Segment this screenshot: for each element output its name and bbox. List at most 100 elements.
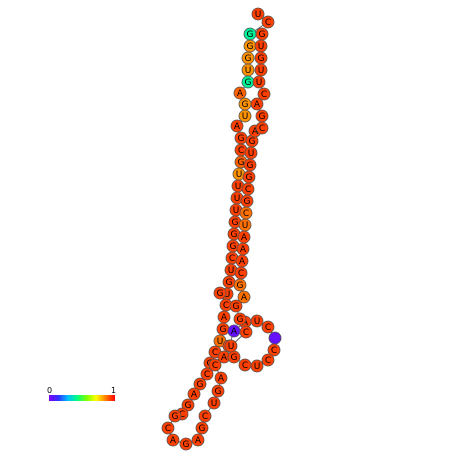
nucleotide-base-label: G xyxy=(237,315,244,325)
nucleotide-base-label: U xyxy=(228,266,235,276)
nucleotide-87: U xyxy=(254,39,268,53)
nucleotide-circle xyxy=(229,299,243,313)
nucleotide-base-label: G xyxy=(183,440,190,450)
nucleotide-circle xyxy=(211,384,225,398)
nucleotide-base-label: A xyxy=(239,257,246,267)
nucleotide-base-label: C xyxy=(229,254,235,264)
nucleotide-57: C xyxy=(261,353,275,367)
nucleotide-41: G xyxy=(179,437,193,451)
nucleotide-base-label: C xyxy=(265,356,271,366)
legend-gradient-bar xyxy=(49,395,115,401)
nucleotide-66: G xyxy=(233,278,247,292)
nucleotide-base-label: U xyxy=(211,399,218,409)
nucleotide-81: G xyxy=(255,109,269,123)
nucleotide-51: A xyxy=(227,324,241,338)
nucleotide-base-label: A xyxy=(237,89,244,99)
nucleotide-83: C xyxy=(257,87,271,101)
nucleotide-84: U xyxy=(252,75,266,89)
nucleotide-base-label: A xyxy=(221,353,228,363)
nucleotide-29: G xyxy=(216,322,230,336)
nucleotide-circle xyxy=(230,119,244,133)
nucleotide-24: G xyxy=(222,275,236,289)
nucleotide-55 xyxy=(268,331,282,345)
nucleotide-base-label: G xyxy=(245,78,252,88)
nucleotide-base-label: G xyxy=(242,100,249,110)
nucleotide-3: G xyxy=(243,27,257,41)
nucleotide-base-label: C xyxy=(212,361,218,371)
nucleotide-circle xyxy=(187,387,201,401)
nucleotide-10: U xyxy=(238,109,252,123)
nucleotide-base-label: U xyxy=(217,337,224,347)
nucleotide-base-label: U xyxy=(256,78,263,88)
nucleotide-base-label: A xyxy=(254,100,261,110)
nucleotide-circle xyxy=(179,437,193,451)
nucleotide-56: C xyxy=(267,343,281,357)
nucleotide-base-label: U xyxy=(234,194,241,204)
nucleotide-base-label: C xyxy=(243,328,249,338)
nucleotide-74: C xyxy=(241,182,255,196)
nucleotide-circle xyxy=(191,433,205,447)
nucleotide-base-label: G xyxy=(197,380,204,390)
nucleotide-base-label: G xyxy=(172,412,179,422)
nucleotide-65: A xyxy=(237,290,251,304)
nucleotide-base-label: C xyxy=(261,90,267,100)
nucleotide-35: A xyxy=(187,387,201,401)
nucleotide-base-label: G xyxy=(238,158,245,168)
nucleotide-base-label: A xyxy=(240,245,247,255)
nucleotide-1: U xyxy=(251,7,265,21)
nucleotide-53: U xyxy=(250,314,264,328)
nucleotide-base-label: G xyxy=(246,173,253,183)
nucleotide-circle xyxy=(208,358,222,372)
nucleotide-circle xyxy=(214,371,228,385)
nucleotide-base-label: G xyxy=(247,42,254,52)
nucleotide-85: U xyxy=(254,63,268,77)
nucleotide-base-label: U xyxy=(254,362,261,372)
nucleotide-8: A xyxy=(233,86,247,100)
nucleotide-43: G xyxy=(195,421,209,435)
nucleotide-base-label: G xyxy=(220,325,227,335)
nucleotide-base-label: G xyxy=(226,278,233,288)
nucleotide-base-label: U xyxy=(248,149,255,159)
nucleotide-70: A xyxy=(237,230,251,244)
nucleotide-base-label: U xyxy=(258,66,265,76)
nucleotide-4: G xyxy=(243,39,257,53)
nucleotide-base-label: A xyxy=(234,122,241,132)
nucleotide-base-label: A xyxy=(191,390,198,400)
nucleotide-base-label: G xyxy=(237,281,244,291)
nucleotide-77: U xyxy=(244,146,258,160)
nucleotide-base-label: C xyxy=(179,410,185,420)
nucleotide-base-label: G xyxy=(245,54,252,64)
nucleotide-circle xyxy=(250,314,264,328)
nucleotide-circle xyxy=(257,87,271,101)
nucleotide-base-label: A xyxy=(241,293,248,303)
nucleotide-base-label: C xyxy=(265,323,271,333)
nucleotide-base-label: A xyxy=(241,233,248,243)
nucleotide-base-label: U xyxy=(224,290,231,300)
nucleotide-33: C xyxy=(200,367,214,381)
nucleotide-base-label: G xyxy=(217,289,224,299)
nucleotide-base-label: A xyxy=(231,327,238,337)
nucleotide-circle xyxy=(268,331,282,345)
nucleotide-circle xyxy=(195,421,209,435)
nucleotide-circle xyxy=(238,358,252,372)
nucleotide-layer: UCGGGUGAGUAGCGUUUUGGGCUGUGCAGUCGCGAGCGCA… xyxy=(161,7,282,451)
nucleotide-54: C xyxy=(261,320,275,334)
nucleotide-base-label: G xyxy=(215,387,222,397)
nucleotide-28: A xyxy=(217,310,231,324)
nucleotide-circle xyxy=(200,367,214,381)
nucleotide-72: C xyxy=(239,206,253,220)
nucleotide-base-label: C xyxy=(259,124,265,134)
nucleotide-12: G xyxy=(234,131,248,145)
nucleotide-base-label: C xyxy=(243,209,249,219)
nucleotide-base-label: G xyxy=(238,134,245,144)
nucleotide-base-label: G xyxy=(232,218,239,228)
nucleotide-base-label: G xyxy=(259,112,266,122)
nucleotide-62: C xyxy=(239,325,253,339)
nucleotide-circle xyxy=(238,109,252,123)
nucleotide-39: C xyxy=(161,421,175,435)
nucleotide-base-label: C xyxy=(204,370,210,380)
nucleotide-base-label: A xyxy=(170,436,177,446)
nucleotide-circle xyxy=(213,286,227,300)
